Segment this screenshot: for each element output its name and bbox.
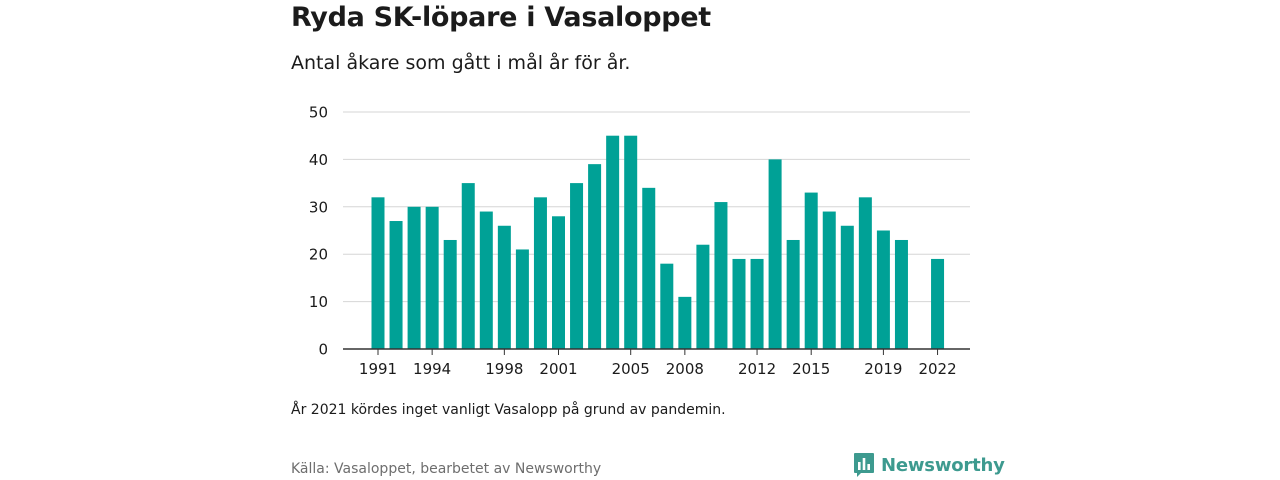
bar-2014 <box>786 239 800 349</box>
bar-2006 <box>642 187 656 349</box>
x-tick-label: 1991 <box>359 360 397 378</box>
bar-2008 <box>678 296 692 349</box>
bar-1991 <box>371 197 385 349</box>
chart-subtitle: Antal åkare som gått i mål år för år. <box>291 52 631 74</box>
bar-1999 <box>515 249 529 349</box>
axes: 0 10 20 30 40 50 1991 1994 1998 2001 2005 2008 2012 2… <box>309 104 970 378</box>
y-tick-label: 0 <box>318 341 328 359</box>
bar-1996 <box>461 183 475 349</box>
bar-1997 <box>479 211 493 349</box>
bar-1993 <box>407 206 421 349</box>
bar-2003 <box>588 164 602 349</box>
brand-logo[interactable]: Newsworthy <box>853 452 1005 478</box>
bars <box>371 135 945 349</box>
bar-1998 <box>497 225 511 349</box>
bar-2019 <box>876 230 890 349</box>
bar-2011 <box>732 258 746 349</box>
bar-2009 <box>696 244 710 349</box>
bar-2010 <box>714 202 728 349</box>
bar-1994 <box>425 206 439 349</box>
y-tick-label: 50 <box>309 104 328 122</box>
bar-chart: 0 10 20 30 40 50 1991 1994 1998 2001 2005 2008 2012 2… <box>309 104 970 378</box>
bar-2015 <box>804 192 818 349</box>
footnote: År 2021 kördes inget vanligt Vasalopp på… <box>291 402 726 418</box>
bar-2017 <box>840 225 854 349</box>
bar-1992 <box>389 221 403 349</box>
bar-2016 <box>822 211 836 349</box>
x-tick-label: 2015 <box>792 360 830 378</box>
chart-title: Ryda SK-löpare i Vasaloppet <box>291 2 711 33</box>
y-tick-label: 40 <box>309 151 328 169</box>
x-tick-label: 2012 <box>738 360 776 378</box>
newsworthy-logo-icon <box>854 453 874 477</box>
x-tick-label: 2005 <box>612 360 650 378</box>
bar-2022 <box>931 258 945 349</box>
bar-2013 <box>768 159 782 349</box>
x-tick-label: 1998 <box>485 360 523 378</box>
source-credit: Källa: Vasaloppet, bearbetet av Newswort… <box>291 461 602 477</box>
x-tick-label: 2022 <box>918 360 956 378</box>
bar-2007 <box>660 263 674 349</box>
bar-2005 <box>624 135 638 349</box>
bar-2012 <box>750 258 764 349</box>
bar-2004 <box>606 135 620 349</box>
bar-2018 <box>858 197 872 349</box>
x-tick-label: 2001 <box>539 360 577 378</box>
bar-2002 <box>570 183 584 349</box>
x-tick-label: 1994 <box>413 360 451 378</box>
bar-2001 <box>552 216 565 349</box>
y-tick-label: 30 <box>309 198 328 216</box>
bar-2020 <box>894 239 908 349</box>
brand-name: Newsworthy <box>881 454 1005 476</box>
bar-1995 <box>443 239 457 349</box>
bar-2000 <box>533 197 547 349</box>
y-tick-label: 20 <box>309 246 328 264</box>
y-tick-label: 10 <box>309 293 328 311</box>
x-tick-label: 2008 <box>666 360 704 378</box>
x-tick-label: 2019 <box>864 360 902 378</box>
